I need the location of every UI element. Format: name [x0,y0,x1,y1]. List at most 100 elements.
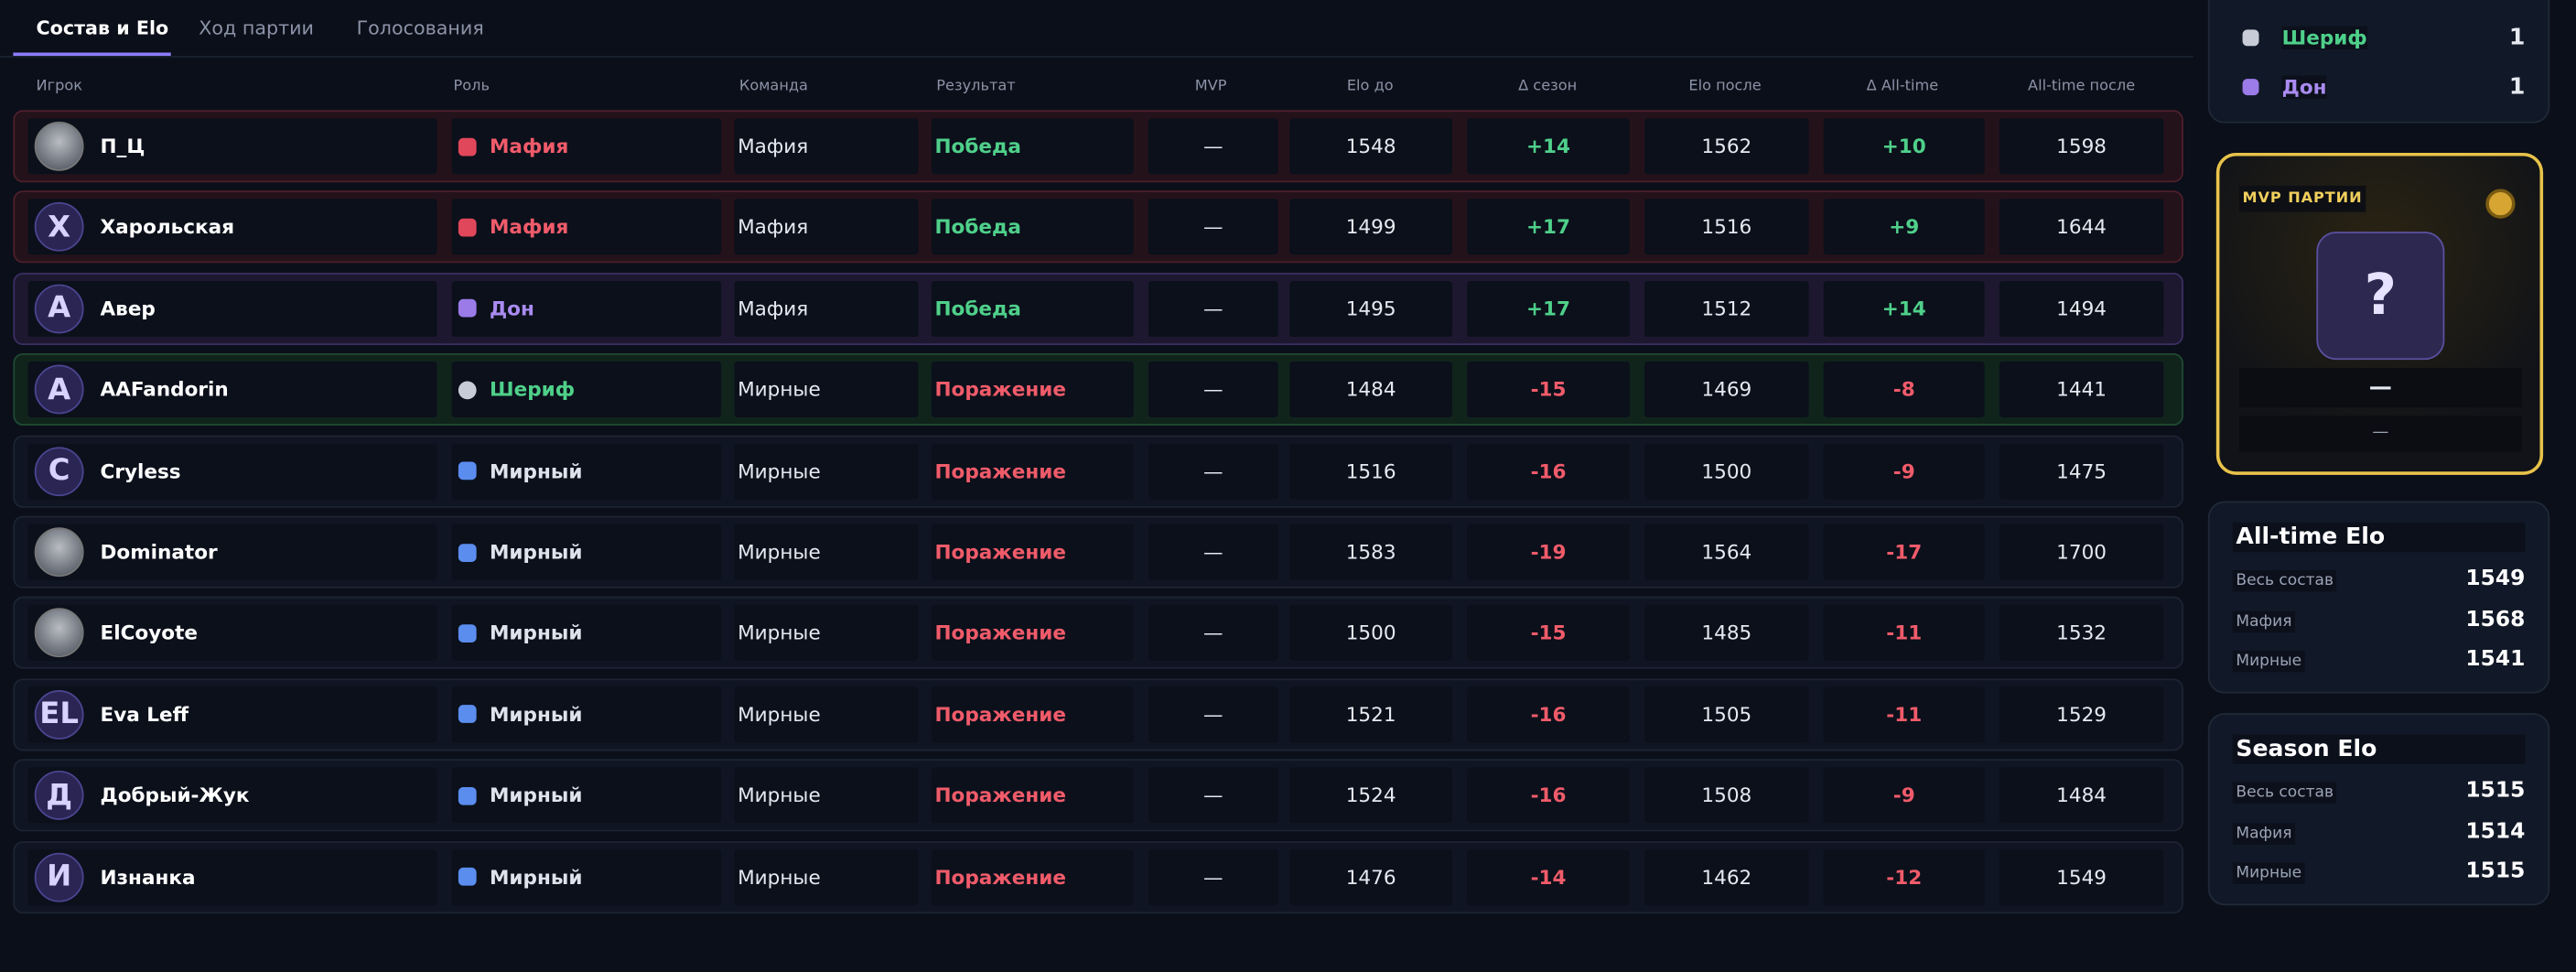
result-cell: Поражение [931,524,1134,580]
delta-season: +14 [1526,135,1571,158]
player-name: Dominator [100,540,218,564]
elo-after: 1564 [1701,540,1752,564]
alltime-after-cell: 1494 [1999,280,2164,337]
avatar: И [34,852,84,902]
role-icon [458,624,477,643]
mvp-score: — [2238,416,2522,452]
elo-after: 1505 [1701,703,1752,727]
role-icon [458,136,477,156]
alltime-after: 1441 [2056,378,2107,402]
elo-after: 1508 [1701,783,1752,807]
avatar [34,121,84,171]
elo-label: Весь состав [2232,782,2337,804]
result: Победа [934,297,1021,320]
player-row: EL Eva Leff Мирный Мирные Поражение — 1521 -16 1… [13,678,2183,751]
elo-after-cell: 1505 [1644,686,1809,743]
column-header: Δ All-time [1866,79,1939,96]
mvp: — [1203,621,1223,645]
result-cell: Поражение [931,686,1134,743]
team: Мирные [738,783,821,807]
elo-after: 1485 [1701,621,1752,645]
mvp-title: MVP ПАРТИИ [2238,185,2366,212]
mvp-cell: — [1148,848,1278,905]
role-cell: Мирный [451,524,722,580]
delta-season: +17 [1526,297,1571,320]
role-icon [458,786,477,805]
player-cell: ElCoyote [27,605,437,662]
elo-before: 1548 [1345,135,1396,158]
team: Мафия [738,215,809,240]
avatar: А [34,284,84,334]
delta-season-cell: -14 [1467,848,1630,905]
delta-alltime-cell: -9 [1823,442,1985,500]
delta-alltime: -9 [1892,459,1915,483]
elo-before: 1516 [1345,459,1396,483]
elo-after-cell: 1500 [1644,442,1809,500]
mvp: — [1203,783,1223,807]
result: Поражение [934,865,1066,889]
elo-label: Мафия [2232,822,2296,844]
elo-after-cell: 1485 [1644,605,1809,662]
delta-alltime: +14 [1881,297,1926,320]
alltime-after-cell: 1532 [1999,605,2164,662]
role-icon [458,543,477,562]
avatar: Д [34,771,84,821]
result-cell: Победа [931,199,1134,255]
elo-after: 1500 [1701,459,1752,483]
role: Мирный [489,540,583,564]
player-name: Изнанка [100,865,196,889]
elo-after: 1469 [1701,378,1752,402]
delta-alltime-cell: -17 [1823,524,1985,580]
result: Поражение [934,621,1066,645]
elo-after-cell: 1562 [1644,118,1809,175]
tab[interactable]: Голосования [356,16,484,40]
elo-card: Season Elo Весь состав 1515 Мафия 1514 Мирные… [2207,713,2550,906]
elo-after: 1462 [1701,865,1752,889]
elo-card-title: Season Elo [2232,734,2526,764]
elo-after-cell: 1516 [1644,199,1809,255]
role-icon [458,380,477,399]
alltime-after: 1598 [2056,135,2107,158]
tab[interactable]: Ход партии [199,16,314,40]
tab[interactable]: Состав и Elo [36,16,169,40]
delta-alltime-cell: +10 [1823,118,1985,175]
column-header: Роль [453,79,490,96]
delta-alltime-cell: +9 [1823,199,1985,255]
player-row: Х Харольская Мафия Мафия Победа — 1499 +17 1516 +… [13,190,2183,264]
elo-label: Мирные [2232,862,2305,884]
role: Шериф [489,378,576,402]
delta-alltime: -17 [1886,540,1923,564]
delta-alltime: -11 [1886,621,1923,645]
delta-season: -15 [1530,378,1567,402]
mvp: — [1203,215,1223,240]
team: Мирные [738,621,821,645]
result: Поражение [934,459,1066,483]
mvp: — [1203,297,1223,320]
player-cell: C Cryless [27,442,437,500]
team: Мирные [738,459,821,483]
mvp-cell: — [1148,280,1278,337]
mvp-card: MVP ПАРТИИ? — — [2215,152,2544,475]
mvp-cell: — [1148,118,1278,175]
alltime-after: 1644 [2056,215,2107,240]
player-cell: А AAFandorin [27,362,437,418]
elo-after: 1512 [1701,297,1752,320]
delta-alltime-cell: -8 [1823,362,1985,418]
delta-season: -16 [1530,703,1567,727]
column-header: Команда [738,79,808,96]
elo-before: 1500 [1345,621,1396,645]
elo-value: 1549 [2465,567,2526,592]
column-header: Δ сезон [1518,79,1578,96]
elo-before-cell: 1524 [1289,767,1453,824]
delta-alltime-cell: -11 [1823,605,1985,662]
result-cell: Поражение [931,442,1134,500]
mvp-placeholder: ? [2364,263,2398,329]
delta-alltime: -9 [1892,783,1915,807]
delta-season: -14 [1530,865,1567,889]
delta-season-cell: -15 [1467,362,1630,418]
alltime-after-cell: 1441 [1999,362,2164,418]
elo-before: 1499 [1345,215,1396,240]
alltime-after-cell: 1598 [1999,118,2164,175]
elo-after-cell: 1508 [1644,767,1809,824]
